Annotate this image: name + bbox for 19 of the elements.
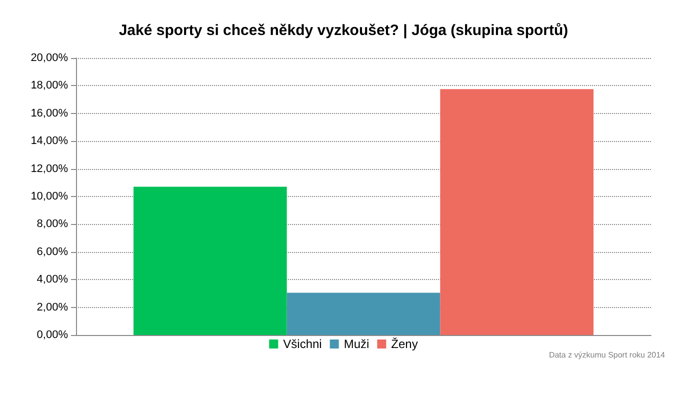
y-tick-label: 12,00% (30, 162, 68, 175)
chart-title: Jaké sporty si chceš někdy vyzkoušet? | Jóga (skupina sportů) (118, 22, 568, 39)
bar (440, 89, 594, 335)
y-tick-label: 14,00% (30, 135, 68, 148)
y-tick-label: 4,00% (36, 274, 68, 286)
legend-label: Ženy (391, 337, 418, 351)
y-tick-label: 2,00% (36, 301, 68, 314)
y-tick-label: 16,00% (30, 107, 68, 120)
legend-label: Všichni (283, 337, 322, 351)
y-tick-label: 10,00% (30, 190, 68, 202)
legend-label: Muži (344, 337, 370, 351)
y-tick-label: 8,00% (36, 218, 68, 230)
y-tick-label: 0,00% (36, 329, 68, 341)
y-tick-label: 6,00% (36, 246, 68, 258)
y-tick-label: 20,00% (30, 52, 68, 64)
y-tick-label: 18,00% (30, 80, 68, 92)
bar (286, 292, 440, 335)
text: Data z výzkumu Sport roku 2014 (548, 350, 666, 360)
bar (134, 186, 287, 335)
